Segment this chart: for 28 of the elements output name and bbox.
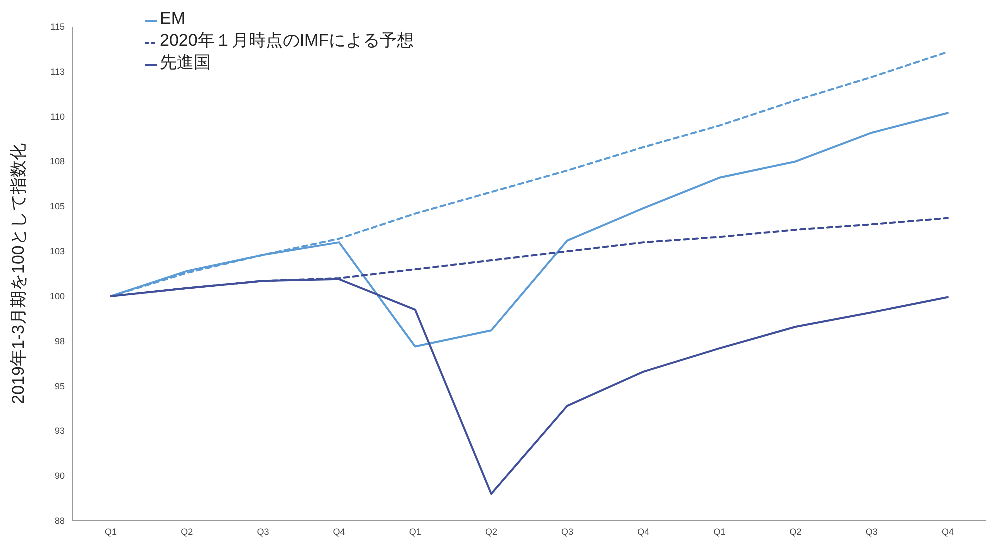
x-tick-label: Q4 — [638, 527, 650, 537]
y-tick-label: 110 — [50, 112, 65, 122]
y-tick-label: 113 — [50, 66, 65, 77]
legend-label: 先進国 — [160, 53, 211, 72]
x-tick-label: Q4 — [333, 527, 346, 537]
legend-label: 2020年１月時点のIMFによる予想 — [160, 31, 414, 50]
y-tick-label: 105 — [50, 202, 65, 212]
y-tick-label: 93 — [54, 426, 65, 436]
x-tick-label: Q4 — [942, 527, 954, 537]
x-tick-label: Q3 — [257, 527, 270, 537]
y-tick-label: 95 — [54, 381, 65, 392]
x-tick-label: Q2 — [485, 527, 498, 537]
y-tick-label: 88 — [54, 516, 65, 526]
y-tick-label: 115 — [50, 22, 65, 32]
x-tick-label: Q3 — [866, 527, 878, 537]
x-tick-label: Q3 — [562, 527, 574, 537]
y-tick-label: 103 — [50, 246, 65, 257]
y-tick-label: 108 — [50, 156, 65, 167]
x-tick-label: Q1 — [714, 527, 726, 537]
y-tick-label: 98 — [54, 336, 65, 346]
x-tick-label: Q1 — [409, 527, 422, 537]
y-tick-label: 100 — [50, 291, 65, 302]
y-tick-label: 90 — [54, 471, 65, 482]
x-tick-label: Q2 — [790, 527, 802, 537]
x-tick-label: Q2 — [181, 527, 194, 537]
legend-label: EM — [160, 9, 186, 28]
x-tick-label: Q1 — [105, 527, 118, 537]
y-axis-title: 2019年1-3月期を100として指数化 — [9, 144, 28, 404]
